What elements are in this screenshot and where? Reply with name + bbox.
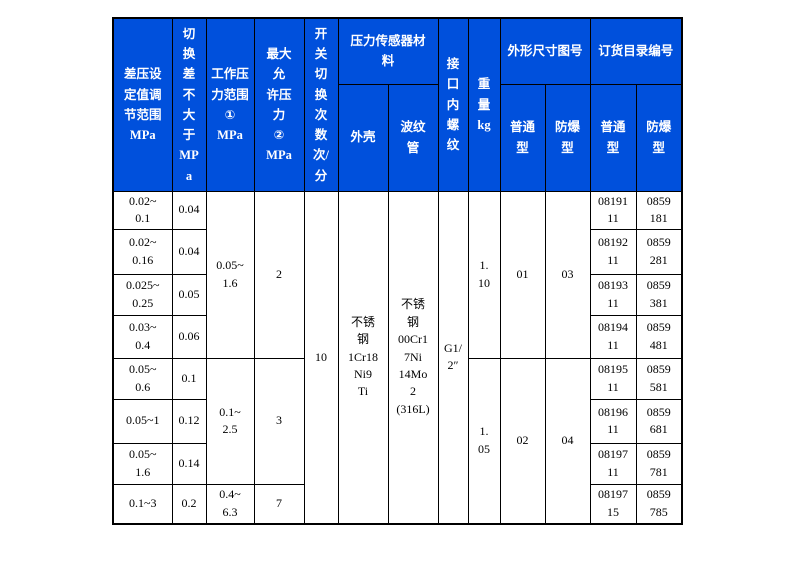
cell-switch-diff: 0.05 <box>171 273 207 316</box>
cell-catalog-explosion: 0859 681 <box>635 398 683 444</box>
cell-catalog-explosion: 0859 181 <box>635 190 683 230</box>
spec-table: 差压设 定值调 节范围 MPa 切 换 差 不 大 于 MP a 工作压 力范围… <box>112 17 683 525</box>
header-working-pressure: 工作压 力范围 ① MPa <box>205 17 255 192</box>
cell-dim-explosion-a: 03 <box>544 190 591 359</box>
header-switch-times: 开 关 切 换 次 数 次/ 分 <box>303 17 339 192</box>
cell-max-pressure-b: 3 <box>253 357 305 485</box>
cell-switch-times: 10 <box>303 190 339 525</box>
header-sensor-material-group: 压力传感器材 料 <box>337 17 439 85</box>
cell-catalog-normal: 08193 11 <box>589 273 637 316</box>
cell-catalog-explosion: 0859 581 <box>635 357 683 400</box>
header-port-thread: 接 口 内 螺 纹 <box>437 17 469 192</box>
cell-catalog-normal: 08196 11 <box>589 398 637 444</box>
cell-catalog-normal: 08191 11 <box>589 190 637 230</box>
cell-catalog-normal: 08197 11 <box>589 442 637 485</box>
cell-catalog-explosion: 0859 281 <box>635 228 683 275</box>
cell-bellows-material: 不锈 钢 00Cr1 7Ni 14Mo 2 (316L) <box>387 190 439 525</box>
cell-catalog-normal: 08197 15 <box>589 483 637 525</box>
header-weight: 重 量 kg <box>467 17 501 192</box>
cell-diff-range: 0.1~3 <box>112 483 173 525</box>
cell-catalog-normal: 08192 11 <box>589 228 637 275</box>
cell-max-pressure-a: 2 <box>253 190 305 359</box>
table-row: 0.02~ 0.16 0.04 08192 11 0859 281 <box>112 228 683 275</box>
cell-catalog-explosion: 0859 785 <box>635 483 683 525</box>
cell-switch-diff: 0.1 <box>171 357 207 400</box>
cell-port-thread: G1/ 2″ <box>437 190 469 525</box>
header-max-pressure: 最大 允 许压 力 ② MPa <box>253 17 305 192</box>
table-row: 0.025~ 0.25 0.05 08193 11 0859 381 <box>112 273 683 316</box>
subheader-dim-explosion-type: 防爆 型 <box>544 83 591 192</box>
table-row: 0.1~3 0.2 0.4~ 6.3 7 08197 15 0859 785 <box>112 483 683 525</box>
cell-catalog-explosion: 0859 381 <box>635 273 683 316</box>
cell-catalog-normal: 08194 11 <box>589 314 637 359</box>
cell-dim-normal-a: 01 <box>499 190 546 359</box>
cell-diff-range: 0.02~ 0.1 <box>112 190 173 230</box>
cell-max-pressure-c: 7 <box>253 483 305 525</box>
table-row: 0.05~ 1.6 0.14 08197 11 0859 781 <box>112 442 683 485</box>
cell-weight-b: 1. 05 <box>467 357 501 525</box>
subheader-bellows: 波纹 管 <box>387 83 439 192</box>
subheader-dim-normal-type: 普通 型 <box>499 83 546 192</box>
table-row: 0.05~ 0.6 0.1 0.1~ 2.5 3 1. 05 02 04 081… <box>112 357 683 525</box>
table-row: 0.03~ 0.4 0.06 08194 11 0859 481 <box>112 314 683 359</box>
cell-diff-range: 0.05~ 1.6 <box>112 442 173 485</box>
cell-switch-diff: 0.2 <box>171 483 207 525</box>
header-switch-diff: 切 换 差 不 大 于 MP a <box>171 17 207 192</box>
cell-shell-material: 不锈 钢 1Cr18 Ni9 Ti <box>337 190 389 525</box>
cell-diff-range: 0.02~ 0.16 <box>112 228 173 275</box>
cell-switch-diff: 0.04 <box>171 190 207 230</box>
table-row: 0.05~1 0.12 08196 11 0859 681 <box>112 398 683 444</box>
cell-switch-diff: 0.14 <box>171 442 207 485</box>
cell-diff-range: 0.05~ 0.6 <box>112 357 173 400</box>
cell-diff-range: 0.03~ 0.4 <box>112 314 173 359</box>
cell-dim-explosion-b: 04 <box>544 357 591 525</box>
cell-switch-diff: 0.12 <box>171 398 207 444</box>
cell-working-pressure-a: 0.05~ 1.6 <box>205 190 255 359</box>
header-dimension-drawing-group: 外形尺寸图号 <box>499 17 591 85</box>
cell-catalog-explosion: 0859 481 <box>635 314 683 359</box>
cell-diff-range: 0.025~ 0.25 <box>112 273 173 316</box>
table-row: 0.02~ 0.1 0.04 0.05~ 1.6 2 10 不锈 钢 1Cr18… <box>112 190 683 525</box>
cell-working-pressure-c: 0.4~ 6.3 <box>205 483 255 525</box>
subheader-catalog-normal-type: 普通 型 <box>589 83 637 192</box>
cell-working-pressure-b: 0.1~ 2.5 <box>205 357 255 485</box>
spec-table-container: 差压设 定值调 节范围 MPa 切 换 差 不 大 于 MP a 工作压 力范围… <box>112 17 683 525</box>
subheader-shell: 外壳 <box>337 83 389 192</box>
cell-diff-range: 0.05~1 <box>112 398 173 444</box>
cell-dim-normal-b: 02 <box>499 357 546 525</box>
subheader-catalog-explosion-type: 防爆 型 <box>635 83 683 192</box>
cell-catalog-explosion: 0859 781 <box>635 442 683 485</box>
cell-switch-diff: 0.04 <box>171 228 207 275</box>
cell-weight-a: 1. 10 <box>467 190 501 359</box>
header-order-catalog-group: 订货目录编号 <box>589 17 683 85</box>
cell-catalog-normal: 08195 11 <box>589 357 637 400</box>
cell-switch-diff: 0.06 <box>171 314 207 359</box>
header-diff-set-range: 差压设 定值调 节范围 MPa <box>112 17 173 192</box>
